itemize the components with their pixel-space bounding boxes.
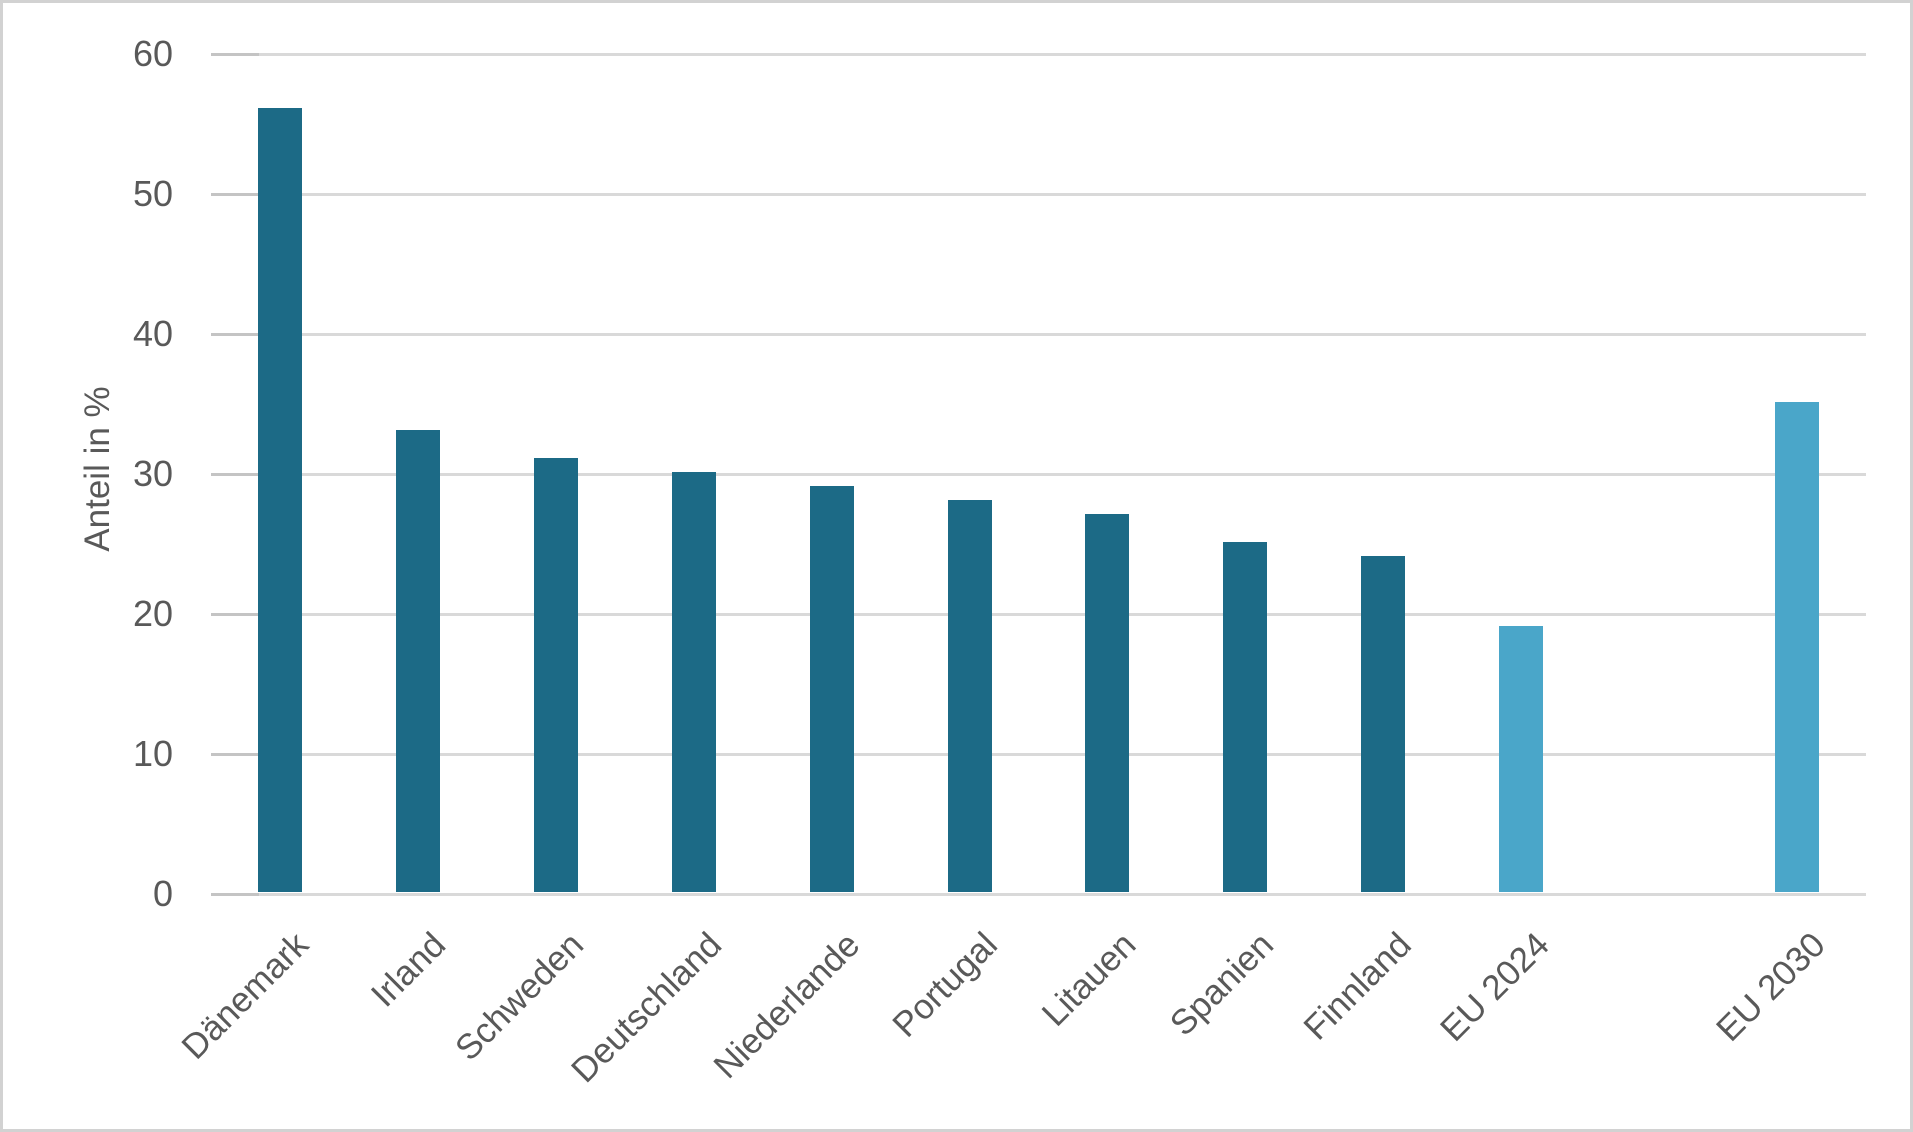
bar-portugal [947,500,992,892]
tick-mark-0 [211,893,259,896]
plot-area [211,53,1866,896]
y-tick-label-60: 60 [132,33,173,74]
tick-mark-10 [211,753,259,756]
y-tick-label-0: 0 [152,873,173,914]
gridline-0 [211,893,1866,896]
x-category-label: Spanien [1162,925,1281,1044]
bar-schweden [533,458,578,892]
tick-mark-30 [211,473,259,476]
x-category-label: Finnland [1296,925,1419,1048]
bar-deutschland [671,472,716,892]
y-tick-label-30: 30 [132,453,173,494]
gridline-50 [211,193,1866,196]
y-tick-label-20: 20 [132,593,173,634]
gridline-60 [211,53,1866,56]
tick-mark-50 [211,193,259,196]
gridline-10 [211,753,1866,756]
bar-litauen [1085,514,1130,892]
tick-mark-40 [211,333,259,336]
x-category-label: EU 2024 [1432,925,1557,1049]
tick-mark-60 [211,53,259,56]
x-category-label: Dänemark [173,925,316,1067]
bar-danemark [257,108,302,892]
x-category-label: Portugal [885,925,1006,1045]
gridline-40 [211,333,1866,336]
bar-finnland [1361,556,1406,892]
bar-niederlande [809,486,854,892]
gridline-20 [211,613,1866,616]
y-tick-label-40: 40 [132,313,173,354]
x-category-label: EU 2030 [1708,925,1833,1049]
gridline-30 [211,473,1866,476]
bar-eu-2030 [1775,402,1820,892]
bar-eu-2024 [1499,626,1544,892]
x-category-label: Schweden [448,925,592,1069]
x-category-label: Niederlande [706,925,868,1087]
y-tick-label-10: 10 [132,733,173,774]
x-category-label: Irland [363,925,454,1015]
bar-irland [395,430,440,892]
x-category-label: Litauen [1034,925,1144,1034]
bar-spanien [1223,542,1268,892]
tick-mark-20 [211,613,259,616]
y-tick-label-50: 50 [132,173,173,214]
